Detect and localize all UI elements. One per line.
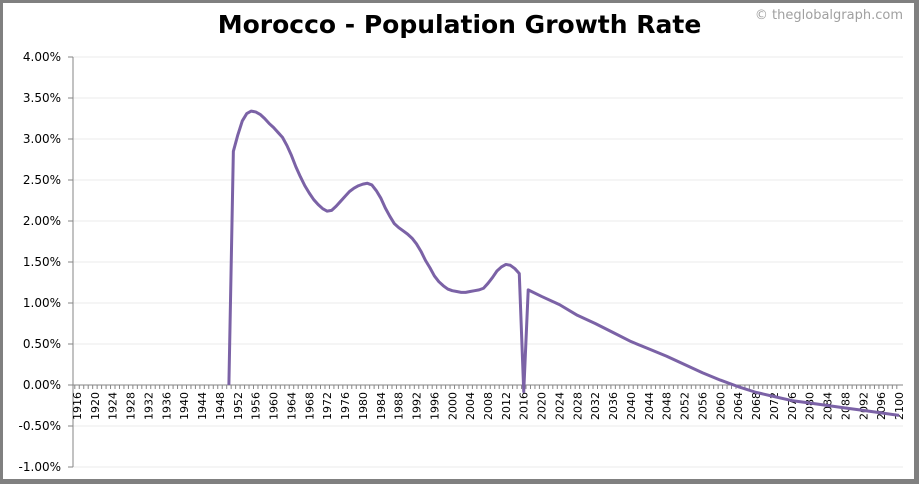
y-tick-label: 2.50% [23, 173, 61, 187]
x-tick-label: 2012 [500, 392, 513, 420]
x-tick-label: 2060 [714, 392, 727, 420]
x-tick-label: 2056 [696, 392, 709, 420]
x-tick-label: 2044 [643, 392, 656, 420]
x-tick-label: 1952 [232, 392, 245, 420]
credit-watermark: © theglobalgraph.com [754, 8, 903, 23]
x-tick-label: 2068 [750, 392, 763, 420]
x-tick-label: 2008 [482, 392, 495, 420]
x-tick-label: 2004 [464, 392, 477, 420]
x-tick-label: 1940 [178, 392, 191, 420]
y-tick-label: 4.00% [23, 50, 61, 64]
y-tick-label: -1.00% [19, 460, 61, 474]
y-tick-label: 0.50% [23, 337, 61, 351]
x-tick-label: 1936 [160, 392, 173, 420]
y-tick-label: 1.50% [23, 255, 61, 269]
x-tick-label: 1932 [142, 392, 155, 420]
y-tick-label: 3.00% [23, 132, 61, 146]
x-tick-label: 2000 [446, 392, 459, 420]
x-tick-label: 2028 [571, 392, 584, 420]
x-tick-label: 2032 [589, 392, 602, 420]
x-tick-label: 2080 [804, 392, 817, 420]
x-tick-label: 1980 [357, 392, 370, 420]
x-tick-label: 1976 [339, 392, 352, 420]
x-tick-label: 2036 [607, 392, 620, 420]
x-tick-label: 2092 [857, 392, 870, 420]
x-tick-label: 1928 [125, 392, 138, 420]
x-tick-label: 2024 [553, 392, 566, 420]
x-tick-label: 1984 [375, 392, 388, 420]
x-tick-label: 1924 [107, 392, 120, 420]
x-tick-label: 1996 [428, 392, 441, 420]
x-tick-label: 2088 [839, 392, 852, 420]
y-tick-label: -0.50% [19, 419, 61, 433]
x-tick-label: 1948 [214, 392, 227, 420]
x-tick-label: 2052 [679, 392, 692, 420]
x-tick-label: 1992 [411, 392, 424, 420]
x-tick-label: 1960 [268, 392, 281, 420]
x-tick-label: 2016 [518, 392, 531, 420]
y-tick-label: 0.00% [23, 378, 61, 392]
x-tick-label: 2096 [875, 392, 888, 420]
x-tick-label: 1972 [321, 392, 334, 420]
x-tick-label: 2076 [786, 392, 799, 420]
y-tick-label: 2.00% [23, 214, 61, 228]
x-tick-label: 2064 [732, 392, 745, 420]
x-tick-label: 1920 [89, 392, 102, 420]
x-tick-label: 2072 [768, 392, 781, 420]
x-tick-label: 1944 [196, 392, 209, 420]
x-tick-label: 1968 [303, 392, 316, 420]
y-tick-label: 3.50% [23, 91, 61, 105]
x-tick-label: 1964 [285, 392, 298, 420]
x-tick-label: 1988 [393, 392, 406, 420]
x-tick-label: 2040 [625, 392, 638, 420]
x-tick-label: 2100 [893, 392, 906, 420]
y-tick-label: 1.00% [23, 296, 61, 310]
x-tick-label: 1916 [71, 392, 84, 420]
series-line [227, 109, 900, 417]
x-tick-label: 2048 [661, 392, 674, 420]
x-tick-label: 2020 [536, 392, 549, 420]
x-tick-label: 1956 [250, 392, 263, 420]
chart-title: Morocco - Population Growth Rate [217, 10, 702, 39]
